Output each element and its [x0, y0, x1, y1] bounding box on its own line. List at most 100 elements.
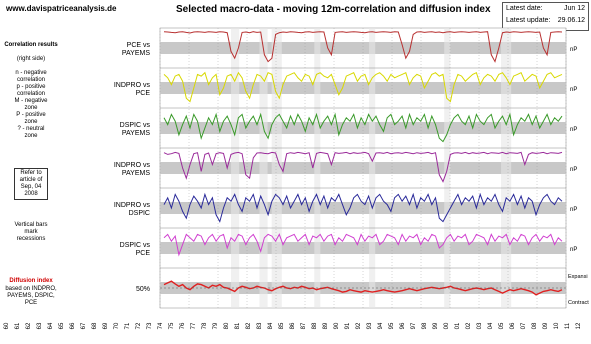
panel-label: DSPIC vs	[120, 242, 151, 249]
x-tick-label: 05	[499, 322, 505, 329]
diffusion-heading: Diffusion index	[9, 278, 53, 284]
x-tick-label: 82	[246, 322, 252, 329]
recession-bar	[369, 28, 376, 308]
x-tick-label: 06	[510, 322, 516, 329]
x-tick-label: 07	[521, 322, 527, 329]
series-line-5	[163, 233, 563, 257]
latest-date-label: Latest date:	[506, 5, 543, 12]
x-tick-label: 69	[103, 322, 109, 329]
right-label: nP	[570, 47, 577, 53]
panel-label: PAYEMS	[122, 130, 150, 137]
refer-line-3: 2008	[24, 191, 38, 197]
vertical-bars-line-1: mark	[24, 229, 38, 235]
diffusion-note-line-1: PAYEMS, DSPIC, PCE	[7, 293, 55, 306]
legend-line-5: zone	[24, 105, 38, 111]
refer-line-2: Sep, 04	[20, 184, 42, 190]
panel-label: PAYEMS	[122, 170, 150, 177]
legend-line-6: P - positive	[16, 112, 46, 118]
panel-label: PCE	[136, 250, 151, 257]
x-tick-label: 73	[147, 322, 153, 329]
x-tick-label: 75	[169, 322, 175, 329]
x-tick-label: 11	[565, 322, 571, 329]
x-tick-label: 99	[433, 322, 439, 329]
legend-line-0: n - negative	[15, 70, 47, 76]
x-tick-label: 91	[345, 322, 351, 329]
x-tick-label: 72	[136, 322, 142, 329]
recession-bar	[231, 28, 240, 308]
x-tick-label: 90	[334, 322, 340, 329]
chart-title: Selected macro-data - moving 12m-correla…	[176, 4, 491, 15]
x-tick-label: 76	[180, 322, 186, 329]
x-tick-label: 98	[422, 322, 428, 329]
recession-bar	[501, 28, 512, 308]
panel-label: DSPIC vs	[120, 122, 151, 129]
legend-line-3: correlation	[16, 91, 45, 97]
diffusion-note-line-0: based on INDPRO,	[5, 286, 57, 292]
x-tick-label: 74	[158, 322, 164, 329]
latest-update-label: Latest update:	[506, 17, 551, 24]
x-tick-label: 70	[114, 322, 120, 329]
recession-bar	[314, 28, 321, 308]
x-tick-label: 65	[59, 322, 65, 329]
refer-box: Refer to article of Sep, 04 2008	[14, 168, 48, 200]
panel-label: PCE	[136, 90, 151, 97]
panel-label: 50%	[136, 286, 150, 293]
series-line-3	[163, 151, 563, 183]
x-tick-label: 67	[81, 322, 87, 329]
x-tick-label: 86	[290, 322, 296, 329]
legend-line-1: correlation	[16, 77, 45, 83]
right-label: nP	[570, 167, 577, 173]
x-tick-label: 97	[411, 322, 417, 329]
x-tick-label: 77	[191, 322, 197, 329]
x-tick-label: 80	[224, 322, 230, 329]
panel-label: DSPIC	[129, 210, 150, 217]
series-line-4	[163, 192, 563, 223]
x-tick-label: 83	[257, 322, 263, 329]
x-tick-label: 63	[37, 322, 43, 329]
legend-line-8: ? - neutral	[17, 126, 45, 132]
legend-line-4: M - negative	[14, 98, 48, 104]
x-tick-label: 93	[367, 322, 373, 329]
x-tick-label: 03	[477, 322, 483, 329]
legend-line-9: zone	[24, 133, 38, 139]
expansion-label: Expansi	[568, 274, 588, 280]
x-tick-label: 78	[202, 322, 208, 329]
right-label: nP	[570, 127, 577, 133]
x-tick-label: 84	[268, 322, 274, 329]
x-tick-label: 08	[532, 322, 538, 329]
series-line-0	[163, 31, 563, 63]
series-line-1	[163, 71, 563, 103]
x-tick-label: 79	[213, 322, 219, 329]
x-tick-label: 12	[576, 322, 582, 329]
panel-label: INDPRO vs	[114, 82, 151, 89]
vertical-bars-line-0: Vertical bars	[14, 222, 48, 228]
x-tick-label: 04	[488, 322, 494, 329]
contraction-label: Contract	[568, 300, 589, 306]
recession-bar	[271, 28, 282, 308]
x-tick-label: 96	[400, 322, 406, 329]
x-tick-label: 89	[323, 322, 329, 329]
x-tick-label: 64	[48, 322, 54, 329]
x-tick-label: 92	[356, 322, 362, 329]
x-tick-label: 00	[444, 322, 450, 329]
x-tick-label: 68	[92, 322, 98, 329]
right-label: nP	[570, 207, 577, 213]
panel-label: PCE vs	[127, 42, 151, 49]
x-tick-label: 01	[455, 322, 461, 329]
vertical-bars-line-2: recessions	[16, 236, 46, 242]
legend-panel: Correlation results (right side) n - neg…	[2, 30, 60, 330]
panel-label: INDPRO vs	[114, 202, 151, 209]
panel-label: PAYEMS	[122, 50, 150, 57]
x-tick-label: 95	[389, 322, 395, 329]
legend-subheading: (right side)	[16, 56, 46, 62]
right-label: nP	[570, 247, 577, 253]
x-tick-label: 61	[15, 322, 21, 329]
x-tick-label: 10	[554, 322, 560, 329]
x-tick-label: 09	[543, 322, 549, 329]
x-tick-label: 62	[26, 322, 32, 329]
legend-heading: Correlation results	[4, 42, 58, 48]
x-tick-label: 71	[125, 322, 131, 329]
x-tick-label: 81	[235, 322, 241, 329]
latest-update-value: 29.06.12	[557, 17, 585, 24]
